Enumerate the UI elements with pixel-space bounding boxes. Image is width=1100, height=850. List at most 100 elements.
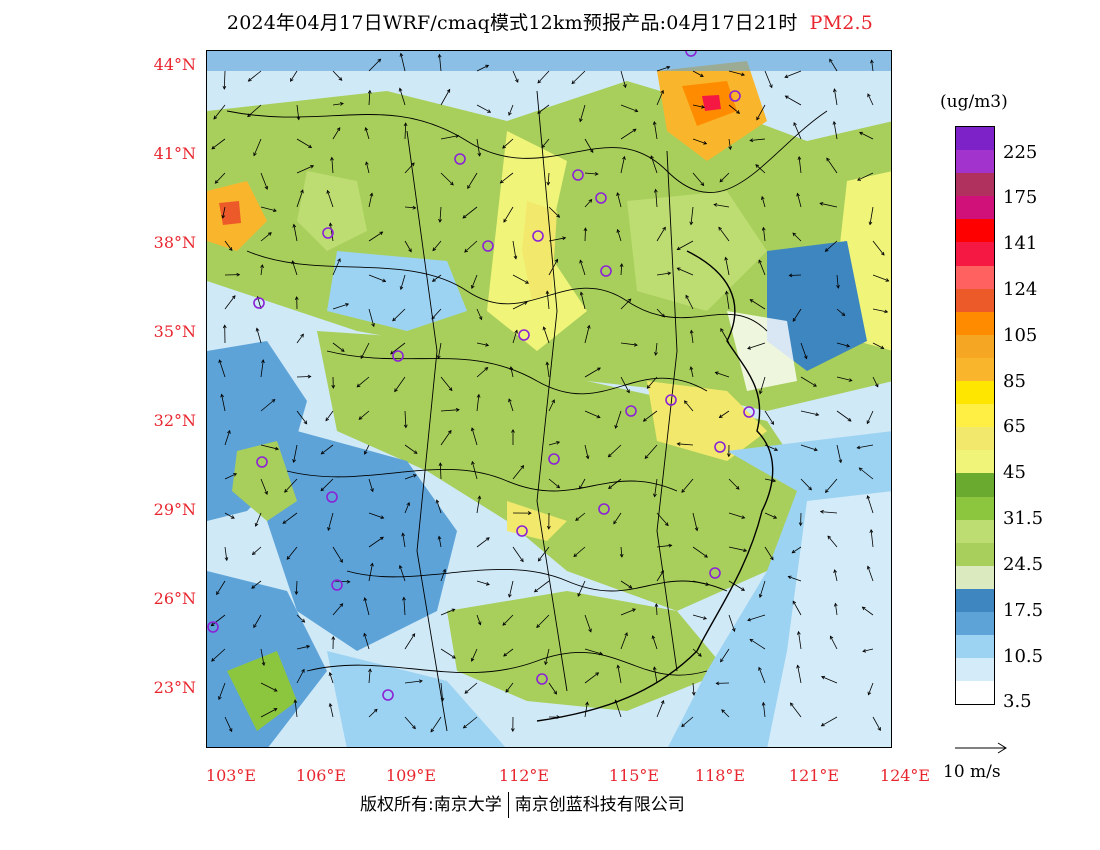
wind-arrow-head: [556, 715, 561, 719]
wind-arrow: [763, 227, 766, 242]
wind-arrow-head: [211, 145, 216, 150]
wind-arrow-head: [418, 679, 423, 684]
wind-arrow-head: [731, 627, 736, 632]
wind-arrow-head: [503, 652, 507, 657]
wind-arrow-head: [413, 450, 418, 454]
wind-arrow: [756, 104, 766, 120]
wind-arrow-head: [377, 58, 382, 63]
wind-arrow-head: [451, 608, 456, 613]
wind-arrow-head: [394, 388, 398, 393]
station-marker: [685, 51, 697, 57]
wind-arrow-head: [292, 459, 297, 463]
wind-arrow-head: [508, 111, 512, 116]
wind-arrow: [256, 328, 262, 344]
wind-arrow-head: [826, 157, 830, 162]
wind-arrow-head: [787, 575, 792, 580]
wind-arrow-head: [848, 378, 853, 382]
wind-arrow: [834, 88, 838, 106]
wind-arrow: [644, 444, 658, 459]
wind-arrow-head: [273, 688, 278, 692]
lat-label-26: 26°N: [153, 589, 196, 608]
wind-arrow: [656, 512, 669, 526]
wind-arrow-head: [556, 441, 561, 445]
wind-arrow-head: [379, 536, 384, 541]
lon-label-121: 121°E: [788, 766, 840, 785]
wind-arrow: [439, 206, 442, 223]
wind-arrow: [440, 682, 444, 701]
wind-arrow: [868, 682, 874, 695]
wind-arrow-head: [306, 644, 311, 649]
wind-arrow: [720, 328, 730, 344]
wind-arrow: [224, 512, 235, 519]
wind-arrow: [260, 232, 272, 242]
wind-arrow-head: [756, 116, 760, 121]
wind-arrow-head: [271, 398, 276, 403]
wind-arrow-head: [399, 286, 404, 291]
wind-arrow: [656, 308, 665, 318]
wind-arrow: [216, 580, 226, 595]
wind-arrow: [615, 410, 622, 429]
wind-arrow: [224, 240, 233, 251]
wind-arrow-head: [336, 127, 341, 132]
wind-arrow-head: [340, 348, 345, 352]
wind-arrow: [681, 478, 694, 493]
wind-arrow: [681, 716, 694, 727]
wind-arrow: [327, 512, 334, 531]
wind-arrow: [368, 231, 383, 242]
legend-swatch: [956, 219, 994, 243]
wind-arrow-head: [373, 708, 378, 713]
wind-arrow: [404, 123, 407, 140]
wind-arrow: [620, 128, 637, 140]
wind-arrow: [471, 648, 478, 662]
wind-arrow-head: [537, 110, 542, 114]
wind-arrow: [728, 104, 740, 114]
wind-arrow-head: [880, 251, 885, 256]
wind-arrow: [476, 104, 491, 113]
wind-arrow: [440, 409, 460, 412]
wind-arrow: [332, 103, 344, 106]
wind-arrow: [293, 444, 298, 463]
wind-arrow: [872, 274, 889, 282]
wind-arrow-head: [292, 223, 297, 228]
wind-arrow: [620, 263, 623, 276]
wind-arrow: [260, 264, 263, 276]
wind-arrow: [584, 228, 586, 242]
wind-arrow-head: [408, 248, 412, 253]
wind-arrow-head: [412, 205, 417, 210]
wind-arrow-head: [676, 246, 681, 251]
wind-arrow: [368, 90, 371, 106]
wind-arrow-head: [724, 290, 729, 295]
wind-arrow: [467, 172, 478, 189]
station-marker: [532, 230, 544, 242]
wind-arrow: [720, 648, 730, 663]
wind-arrow-head: [614, 699, 618, 704]
wind-arrow-head: [320, 487, 325, 492]
wind-arrow-head: [747, 617, 752, 622]
wind-arrow-head: [412, 474, 417, 478]
coastline: [536, 250, 774, 722]
wind-arrow-head: [476, 393, 481, 398]
wind-arrow-head: [821, 675, 826, 680]
wind-arrow-head: [798, 522, 803, 527]
color-legend-bar: [955, 126, 995, 706]
wind-arrow-head: [715, 681, 720, 686]
wind-arrow: [363, 633, 370, 650]
wind-arrow-head: [291, 260, 295, 265]
wind-arrow-head: [412, 725, 416, 730]
wind-arrow-head: [253, 152, 257, 157]
wind-arrow: [399, 88, 406, 106]
wind-arrow: [762, 702, 766, 718]
station-marker: [625, 405, 637, 417]
wind-arrow-head: [770, 556, 774, 561]
wind-arrow-head: [588, 198, 593, 203]
wind-arrow-head: [462, 724, 467, 729]
wind-arrow: [617, 229, 622, 242]
wind-arrow-head: [824, 489, 829, 494]
wind-arrow-head: [827, 535, 832, 540]
wind-arrow: [440, 135, 459, 140]
wind-arrow: [825, 240, 838, 252]
wind-arrow-head: [438, 462, 443, 467]
wind-arrow-head: [224, 557, 229, 562]
legend-swatch: [956, 242, 994, 266]
wind-arrow-head: [536, 624, 541, 628]
